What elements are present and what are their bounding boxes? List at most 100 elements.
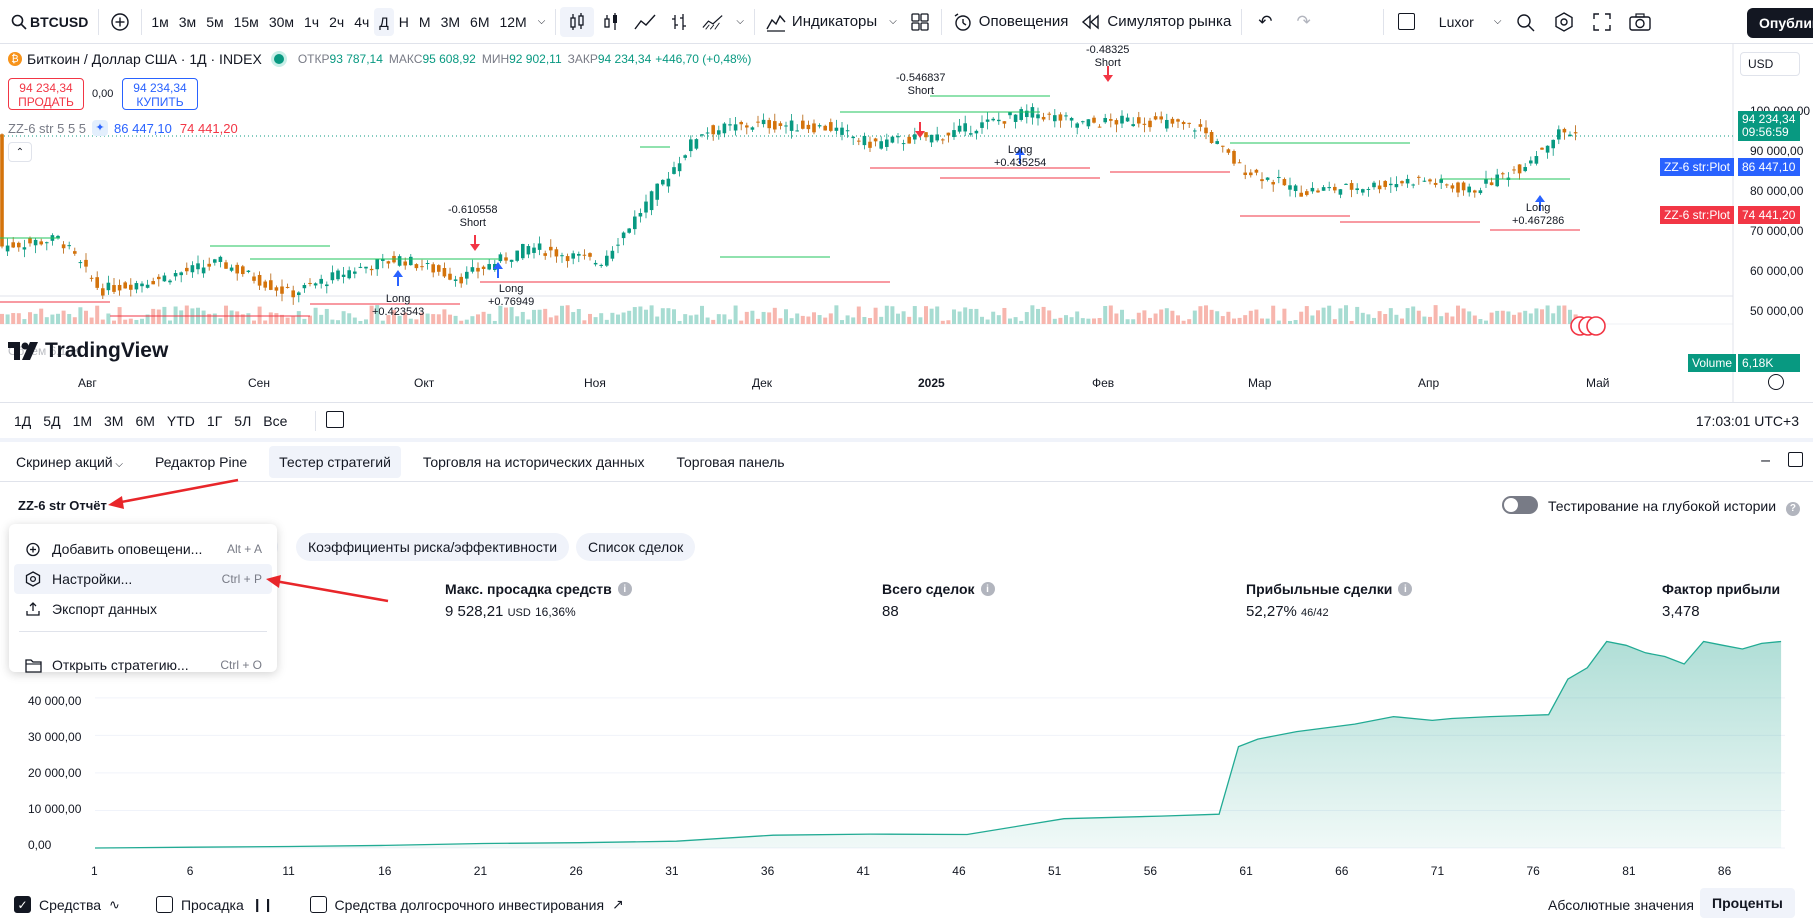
symbol-search[interactable]: BTCUSD: [0, 0, 94, 44]
alerts-button[interactable]: Оповещения: [946, 0, 1075, 44]
panel-tab-2[interactable]: Тестер стратегий: [269, 445, 401, 478]
panel-tab-0[interactable]: Скринер акций ⌵: [6, 446, 133, 478]
menu-item-2[interactable]: Экспорт данных: [14, 594, 272, 624]
volume-bar: [548, 317, 553, 324]
interval-12[interactable]: 6М: [470, 13, 490, 30]
snapshot-button[interactable]: [1621, 0, 1659, 44]
chart-settings-icon[interactable]: [1768, 374, 1784, 390]
sell-button[interactable]: 94 234,34 ПРОДАТЬ: [8, 78, 84, 110]
high-value: 95 608,92: [422, 52, 476, 66]
candles-button[interactable]: [560, 6, 595, 37]
maximize-icon[interactable]: [1788, 452, 1803, 467]
absolute-values-button[interactable]: Абсолютные значения: [1540, 892, 1702, 918]
compare-button[interactable]: [103, 0, 137, 44]
volume-bar: [1377, 311, 1382, 324]
interval-7[interactable]: 4ч: [354, 13, 370, 30]
chart-pane[interactable]: ₿ Биткоин / Доллар США · 1Д · INDEX ОТКР…: [0, 44, 1813, 402]
timeframe-8[interactable]: Все: [263, 412, 288, 429]
redo-button[interactable]: ↷: [1285, 0, 1323, 44]
settings-button[interactable]: [1545, 0, 1583, 44]
fullscreen-button[interactable]: [1583, 0, 1621, 44]
line-button[interactable]: [628, 0, 662, 44]
date-range-button[interactable]: [315, 410, 345, 431]
buy-button[interactable]: 94 234,34 КУПИТЬ: [122, 78, 198, 110]
panel-tab-4[interactable]: Торговая панель: [667, 446, 795, 478]
interval-3[interactable]: 15м: [233, 13, 259, 30]
timeframe-3[interactable]: 3М: [104, 412, 124, 429]
currency-select[interactable]: USD: [1740, 52, 1800, 76]
indicator-legend[interactable]: ZZ-6 str 5 5 5 ✦ 86 447,10 74 441,20: [8, 120, 238, 136]
pane-divider[interactable]: [0, 438, 1813, 442]
timeframe-5[interactable]: YTD: [166, 412, 195, 429]
plot-value-red: 74 441,20: [1738, 206, 1800, 224]
time-axis-label: Апр: [1418, 376, 1440, 390]
ohlc-button[interactable]: [662, 0, 696, 44]
info-icon[interactable]: i: [1398, 582, 1413, 596]
deep-history-toggle[interactable]: [1502, 496, 1538, 514]
equity-checkbox[interactable]: ✓: [14, 896, 31, 913]
minimize-icon[interactable]: –: [1761, 452, 1770, 469]
timeframe-4[interactable]: 6М: [135, 412, 155, 429]
layout-name[interactable]: Luxor: [1425, 0, 1488, 44]
drawdown-checkbox[interactable]: [155, 896, 173, 913]
timeframe-1[interactable]: 5Д: [43, 412, 61, 429]
candle-body: [1400, 181, 1404, 184]
layout-button[interactable]: [1388, 0, 1425, 44]
metric-value-0: 9 528,21 USD 16,36%: [445, 603, 576, 620]
timeframe-6[interactable]: 1Г: [206, 412, 223, 429]
area-button[interactable]: [696, 0, 730, 44]
interval-8[interactable]: Д: [374, 7, 394, 36]
layout-dropdown[interactable]: ⌵: [1488, 0, 1508, 44]
interval-1[interactable]: 3м: [178, 13, 197, 30]
publish-button[interactable]: Опубликовать: [1747, 8, 1813, 38]
collapse-legend-button[interactable]: ⌃: [8, 142, 32, 162]
interval-dropdown[interactable]: ⌵: [532, 0, 552, 44]
menu-item-1[interactable]: Настройки... Ctrl + P: [14, 564, 272, 594]
metric-title-1: Всего сделок i: [882, 581, 995, 597]
menu-item-0[interactable]: Добавить оповещени... Alt + A: [14, 534, 272, 564]
undo-button[interactable]: ↶: [1246, 0, 1284, 44]
interval-10[interactable]: М: [418, 13, 431, 30]
volume-bar: [1327, 305, 1332, 324]
info-icon[interactable]: ?: [1785, 501, 1800, 516]
interval-9[interactable]: Н: [398, 13, 409, 30]
price-chart[interactable]: [0, 44, 1813, 402]
chevron-down-icon: ⌵: [112, 458, 123, 470]
bars-button[interactable]: [594, 0, 628, 44]
interval-2[interactable]: 5м: [206, 13, 224, 30]
subtab-trade-list[interactable]: Список сделок: [576, 533, 696, 561]
interval-0[interactable]: 1м: [151, 13, 169, 30]
interval-13[interactable]: 12М: [499, 13, 527, 30]
timeframe-7[interactable]: 5Л: [234, 412, 252, 429]
timeframe-2[interactable]: 1М: [72, 412, 93, 429]
volume-bar: [1484, 320, 1488, 324]
quick-search-button[interactable]: [1507, 0, 1545, 44]
buyhold-checkbox[interactable]: [309, 896, 327, 913]
percent-button[interactable]: Проценты: [1700, 888, 1795, 918]
indicators-dropdown[interactable]: ⌵: [883, 0, 903, 44]
replay-button[interactable]: Симулятор рынка: [1074, 0, 1237, 44]
plot-value-blue-text: 86 447,10: [1742, 160, 1796, 174]
info-icon[interactable]: i: [617, 582, 632, 596]
interval-11[interactable]: 3М: [440, 13, 461, 30]
menu-item-3[interactable]: Открыть стратегию... Ctrl + O: [14, 650, 272, 680]
candle-body: [397, 256, 402, 266]
subtab-ratios[interactable]: Коэффициенты риска/эффективности: [296, 533, 570, 561]
close-value: 94 234,34: [597, 52, 652, 66]
templates-button[interactable]: [903, 0, 937, 44]
chart-type-dropdown[interactable]: ⌵: [730, 0, 750, 44]
indicators-button[interactable]: Индикаторы: [759, 0, 883, 44]
equity-x-label: 26: [569, 864, 583, 878]
clock[interactable]: 17:03:01 UTC+3: [1695, 413, 1799, 429]
timeframe-0[interactable]: 1Д: [14, 412, 32, 429]
interval-5[interactable]: 1ч: [304, 13, 320, 30]
interval-4[interactable]: 30м: [268, 13, 295, 30]
candle-body: [1517, 164, 1522, 174]
report-title[interactable]: ZZ-6 str Отчёт ⌃: [18, 498, 123, 513]
candle-body: [1131, 124, 1135, 127]
interval-6[interactable]: 2ч: [329, 13, 345, 30]
equity-chart[interactable]: [0, 630, 1813, 860]
panel-tab-1[interactable]: Редактор Pine: [145, 446, 257, 478]
panel-tab-3[interactable]: Торговля на исторических данных: [413, 446, 655, 478]
info-icon[interactable]: i: [980, 582, 995, 596]
